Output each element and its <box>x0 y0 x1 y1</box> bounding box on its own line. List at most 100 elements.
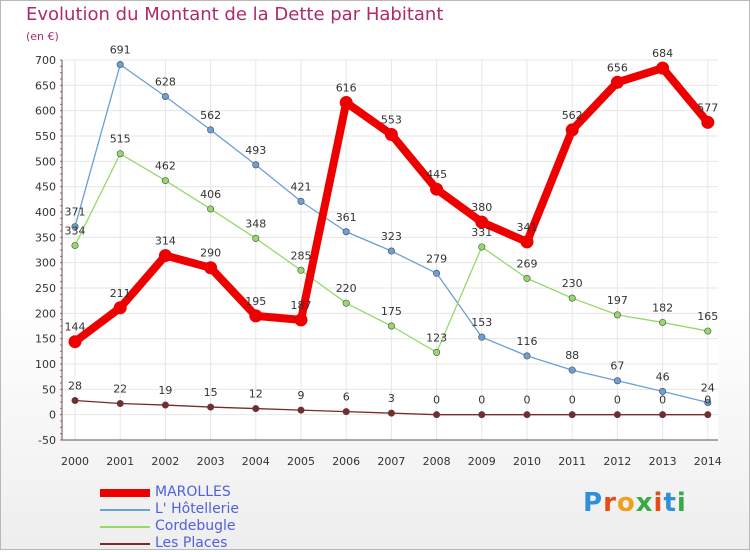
data-point-cordebugle <box>252 234 260 242</box>
x-tick-label: 2008 <box>423 455 451 468</box>
data-label-les-places: 0 <box>569 394 576 407</box>
data-label-cordebugle: 331 <box>471 226 492 239</box>
x-tick-label: 2002 <box>151 455 179 468</box>
data-point-l-h-tellerie <box>478 333 486 341</box>
data-point-marolles <box>565 123 579 137</box>
data-point-l-h-tellerie <box>387 247 395 255</box>
data-point-l-h-tellerie <box>71 223 79 231</box>
data-point-l-h-tellerie <box>252 161 260 169</box>
data-label-les-places: 12 <box>249 388 263 401</box>
data-label-cordebugle: 515 <box>110 133 131 146</box>
data-label-cordebugle: 220 <box>336 282 357 295</box>
data-point-marolles <box>249 309 263 323</box>
legend-label-marolles: MAROLLES <box>155 484 231 500</box>
data-label-marolles: 211 <box>110 287 131 300</box>
x-tick-label: 2009 <box>468 455 496 468</box>
proxiti-logo: Proxiti <box>583 488 687 518</box>
data-point-marolles <box>656 61 670 75</box>
data-point-cordebugle <box>207 205 215 213</box>
data-label-marolles: 341 <box>517 221 538 234</box>
data-point-marolles <box>68 335 82 349</box>
logo-letter: o <box>616 488 636 518</box>
data-label-cordebugle: 269 <box>517 257 538 270</box>
data-label-l-h-tellerie: 116 <box>517 335 538 348</box>
data-point-les-places <box>116 400 124 408</box>
legend-swatch-hotellerie <box>100 509 150 511</box>
data-point-l-h-tellerie <box>659 387 667 395</box>
data-point-l-h-tellerie <box>161 92 169 100</box>
data-label-cordebugle: 197 <box>607 294 628 307</box>
legend-swatch-cordebugle <box>100 526 150 528</box>
data-point-cordebugle <box>659 318 667 326</box>
data-point-les-places <box>433 411 441 419</box>
legend-swatch-marolles <box>100 489 150 497</box>
data-label-l-h-tellerie: 691 <box>110 44 131 57</box>
data-point-l-h-tellerie <box>116 61 124 69</box>
x-tick-label: 2012 <box>603 455 631 468</box>
data-label-l-h-tellerie: 371 <box>65 206 86 219</box>
data-label-marolles: 187 <box>291 299 312 312</box>
logo-letter: t <box>663 488 677 518</box>
data-label-l-h-tellerie: 323 <box>381 230 402 243</box>
data-point-cordebugle <box>704 327 712 335</box>
data-label-l-h-tellerie: 493 <box>245 144 266 157</box>
data-label-les-places: 0 <box>659 394 666 407</box>
data-label-l-h-tellerie: 562 <box>200 109 221 122</box>
data-label-les-places: 0 <box>614 394 621 407</box>
data-label-l-h-tellerie: 153 <box>471 316 492 329</box>
y-tick-label: 250 <box>35 282 56 295</box>
data-label-les-places: 22 <box>113 383 127 396</box>
y-tick-label: 50 <box>42 383 56 396</box>
data-point-l-h-tellerie <box>207 126 215 134</box>
data-label-cordebugle: 348 <box>245 217 266 230</box>
data-point-marolles <box>384 127 398 141</box>
data-point-les-places <box>342 408 350 416</box>
data-point-les-places <box>252 405 260 413</box>
data-label-marolles: 445 <box>426 168 447 181</box>
y-tick-label: 300 <box>35 257 56 270</box>
data-point-l-h-tellerie <box>613 377 621 385</box>
x-tick-label: 2004 <box>242 455 270 468</box>
y-tick-label: -50 <box>38 434 56 447</box>
logo-letter: P <box>583 488 604 518</box>
data-point-marolles <box>475 215 489 229</box>
data-label-l-h-tellerie: 361 <box>336 211 357 224</box>
data-point-marolles <box>158 249 172 263</box>
data-point-cordebugle <box>161 177 169 185</box>
data-label-marolles: 562 <box>562 109 583 122</box>
data-label-cordebugle: 175 <box>381 305 402 318</box>
data-point-marolles <box>294 313 308 327</box>
x-tick-label: 2010 <box>513 455 541 468</box>
data-label-cordebugle: 182 <box>652 301 673 314</box>
data-point-l-h-tellerie <box>523 352 531 360</box>
data-label-cordebugle: 230 <box>562 277 583 290</box>
data-label-les-places: 0 <box>478 394 485 407</box>
data-point-marolles <box>113 301 127 315</box>
data-label-l-h-tellerie: 628 <box>155 75 176 88</box>
y-tick-label: 0 <box>49 409 56 422</box>
data-point-cordebugle <box>523 274 531 282</box>
data-label-cordebugle: 123 <box>426 331 447 344</box>
data-point-les-places <box>613 411 621 419</box>
chart-title: Evolution du Montant de la Dette par Hab… <box>26 4 444 25</box>
data-label-l-h-tellerie: 67 <box>610 360 624 373</box>
x-tick-label: 2013 <box>649 455 677 468</box>
data-label-cordebugle: 462 <box>155 160 176 173</box>
y-tick-label: 500 <box>35 155 56 168</box>
x-tick-label: 2000 <box>61 455 89 468</box>
data-label-cordebugle: 406 <box>200 188 221 201</box>
data-label-l-h-tellerie: 88 <box>565 349 579 362</box>
data-label-marolles: 684 <box>652 47 673 60</box>
data-label-cordebugle: 165 <box>697 310 718 323</box>
data-point-marolles <box>701 115 715 129</box>
data-point-les-places <box>659 411 667 419</box>
logo-letter: r <box>603 488 617 518</box>
data-point-cordebugle <box>71 241 79 249</box>
y-tick-label: 450 <box>35 181 56 194</box>
y-tick-label: 700 <box>35 54 56 67</box>
x-tick-label: 2001 <box>106 455 134 468</box>
data-point-l-h-tellerie <box>297 197 305 205</box>
y-tick-label: 100 <box>35 358 56 371</box>
data-point-les-places <box>207 403 215 411</box>
